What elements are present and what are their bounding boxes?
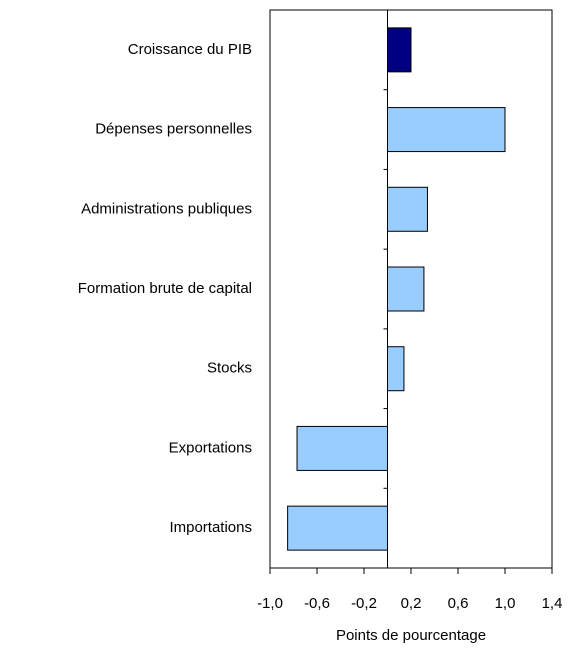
y-tick-label: Dépenses personnelles <box>95 121 252 138</box>
x-tick-label: -0,2 <box>351 595 377 612</box>
x-tick-label: 0,6 <box>448 595 469 612</box>
y-tick-label: Exportations <box>169 439 252 456</box>
y-tick-label: Administrations publiques <box>81 200 252 217</box>
x-axis-label: Points de pourcentage <box>336 627 486 644</box>
bar <box>387 266 425 312</box>
x-tick-label: 1,4 <box>542 595 563 612</box>
x-tick-label: -1,0 <box>257 595 283 612</box>
y-tick-label: Stocks <box>207 360 252 377</box>
bar <box>387 27 412 73</box>
bar <box>296 425 388 471</box>
bar <box>287 505 388 551</box>
bar <box>387 186 428 232</box>
x-tick-label: 1,0 <box>495 595 516 612</box>
x-tick-label: 0,2 <box>401 595 422 612</box>
x-tick-label: -0,6 <box>304 595 330 612</box>
bar <box>387 107 506 153</box>
y-tick-label: Croissance du PIB <box>128 41 252 58</box>
y-tick-label: Formation brute de capital <box>78 280 252 297</box>
y-tick-label: Importations <box>169 519 252 536</box>
bar <box>387 346 405 392</box>
